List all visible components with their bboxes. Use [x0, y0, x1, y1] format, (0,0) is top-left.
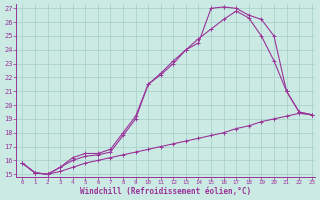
X-axis label: Windchill (Refroidissement éolien,°C): Windchill (Refroidissement éolien,°C)	[80, 187, 252, 196]
